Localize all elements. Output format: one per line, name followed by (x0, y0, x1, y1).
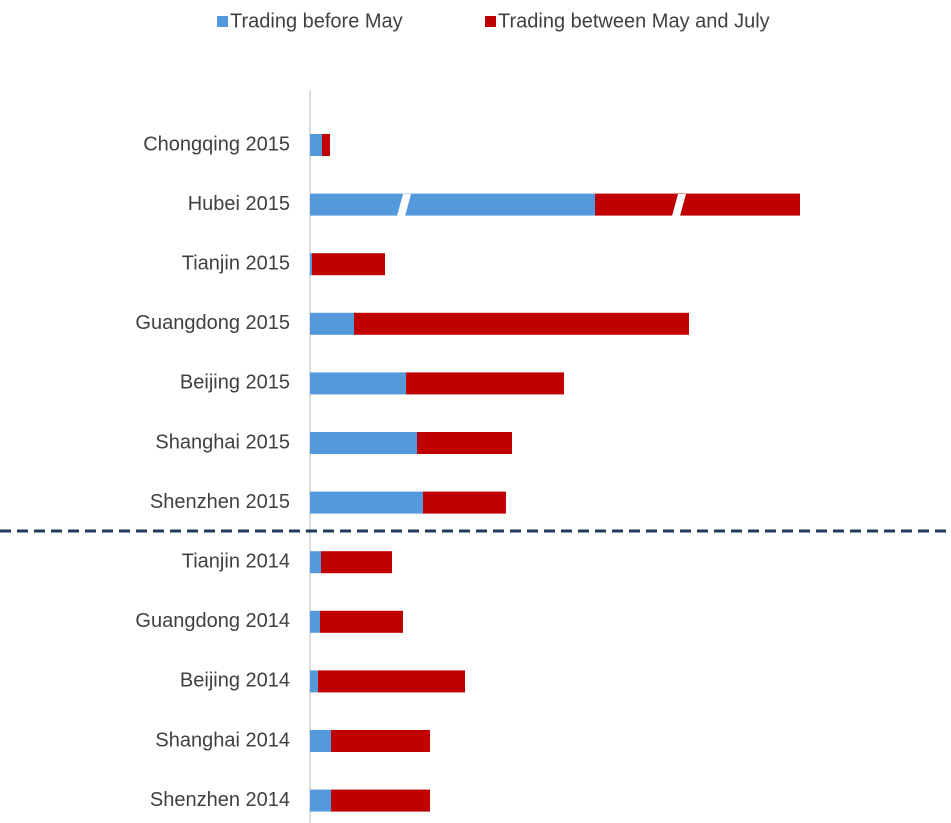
y-tick-label: Chongqing 2015 (143, 133, 290, 155)
axis-break (397, 194, 411, 216)
legend-swatch (485, 16, 496, 27)
bar-segment (321, 551, 392, 574)
axis-break (672, 194, 686, 216)
bar-segment (310, 372, 406, 395)
legend-swatch (217, 16, 228, 27)
y-tick-label: Shanghai 2014 (155, 729, 290, 751)
y-tick-label: Beijing 2015 (180, 372, 290, 394)
bar-segment (310, 312, 354, 335)
bar-segment (406, 372, 564, 395)
bar-segment (310, 432, 417, 454)
bar-segment (310, 789, 331, 812)
bar-segment (354, 312, 689, 335)
bar-segment (331, 789, 430, 812)
bar-segment (595, 193, 800, 216)
bar-segment (417, 432, 512, 454)
bar-segment (310, 491, 423, 514)
bar-segment (318, 670, 465, 693)
bar-segment (310, 134, 322, 156)
bar-segment (310, 551, 321, 574)
bars (310, 134, 800, 812)
y-tick-label: Tianjin 2015 (182, 252, 290, 274)
legend-label: Trading before May (230, 10, 403, 32)
y-tick-label: Guangdong 2014 (135, 610, 290, 632)
bar-segment (310, 610, 320, 633)
legend-label: Trading between May and July (498, 10, 770, 32)
bar-segment (423, 491, 506, 514)
bar-segment (310, 253, 312, 276)
bar-segment (331, 730, 430, 752)
bar-segment (322, 134, 330, 156)
y-tick-label: Hubei 2015 (188, 193, 290, 215)
y-tick-label: Shenzhen 2014 (150, 789, 290, 811)
y-tick-label: Shenzhen 2015 (150, 491, 290, 513)
y-tick-label: Shanghai 2015 (155, 431, 290, 453)
bar-segment (312, 253, 385, 276)
bar-segment (310, 730, 331, 752)
y-tick-label: Guangdong 2015 (135, 312, 290, 334)
bar-segment (310, 670, 318, 693)
y-tick-label: Tianjin 2014 (182, 550, 290, 572)
bar-segment (320, 610, 403, 633)
bar-segment (310, 193, 595, 216)
legend: Trading before May Trading between May an… (217, 10, 770, 32)
y-tick-label: Beijing 2014 (180, 670, 290, 692)
